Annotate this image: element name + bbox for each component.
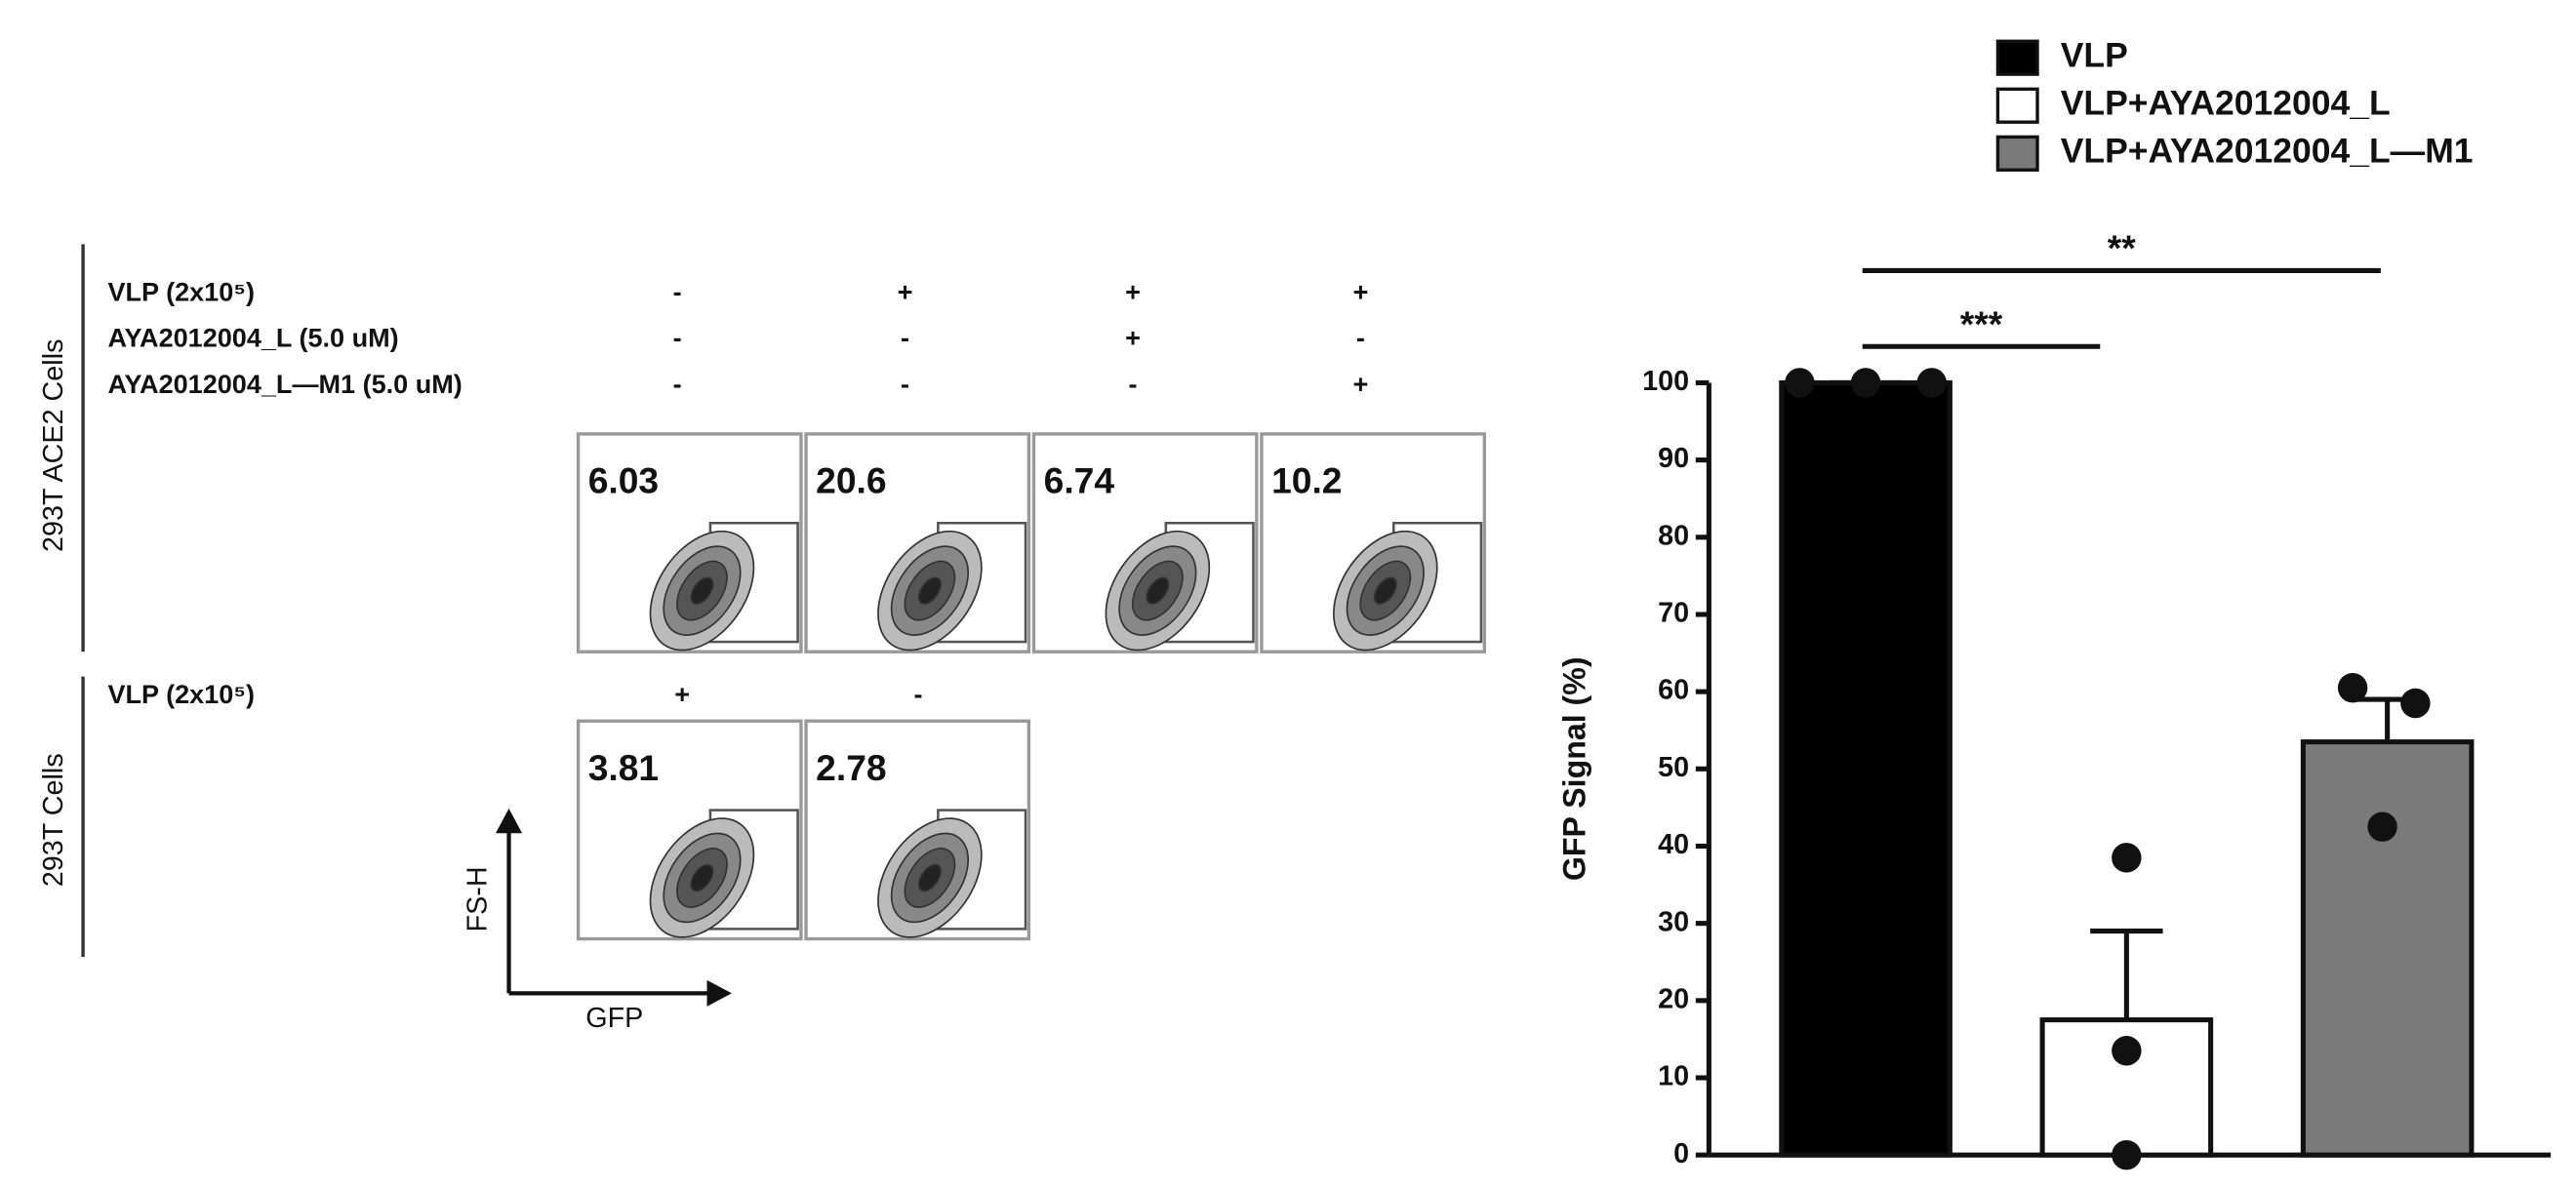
gate-percent: 20.6 bbox=[816, 459, 886, 500]
contour bbox=[917, 576, 942, 605]
arrow-head bbox=[496, 808, 523, 834]
bar bbox=[2300, 739, 2475, 1158]
sign: + bbox=[674, 680, 690, 709]
sign: + bbox=[1125, 324, 1141, 353]
condition-label: AYA2012004_L (5.0 uM) bbox=[107, 324, 398, 353]
contour bbox=[690, 576, 714, 605]
gate-percent: 6.74 bbox=[1044, 459, 1115, 500]
gate-percent: 2.78 bbox=[816, 747, 886, 788]
gate-percent: 3.81 bbox=[588, 747, 659, 788]
contour bbox=[1146, 576, 1170, 605]
data-point bbox=[2112, 1139, 2142, 1170]
sign: - bbox=[673, 324, 682, 353]
data-point bbox=[2112, 1036, 2142, 1066]
y-tick-label: 100 bbox=[1642, 366, 1689, 397]
gate-percent: 10.2 bbox=[1271, 459, 1342, 500]
data-point bbox=[2400, 688, 2431, 719]
y-tick-label: 90 bbox=[1658, 443, 1689, 474]
sign: - bbox=[673, 370, 682, 399]
data-point bbox=[2337, 672, 2368, 703]
sign: - bbox=[1128, 370, 1137, 399]
sign: - bbox=[901, 370, 909, 399]
y-tick-label: 0 bbox=[1673, 1138, 1689, 1169]
sign: + bbox=[898, 277, 913, 306]
y-axis-label: GFP Signal (%) bbox=[1557, 656, 1592, 881]
legend-swatch bbox=[1995, 135, 2039, 172]
sign: + bbox=[1353, 370, 1369, 399]
y-tick-label: 60 bbox=[1658, 675, 1689, 706]
sign: + bbox=[1353, 277, 1369, 306]
cell-label: 293T Cells bbox=[38, 753, 69, 887]
contour bbox=[690, 863, 714, 892]
y-tick-label: 30 bbox=[1658, 906, 1689, 937]
y-tick-label: 10 bbox=[1658, 1061, 1689, 1092]
legend-swatch bbox=[1995, 39, 2039, 76]
sign: - bbox=[901, 324, 909, 353]
contour bbox=[917, 863, 942, 892]
legend-swatch bbox=[1995, 87, 2039, 124]
contour bbox=[1373, 576, 1397, 605]
y-tick-label: 70 bbox=[1658, 598, 1689, 629]
axis-label: GFP bbox=[585, 1003, 643, 1034]
legend-label: VLP bbox=[2061, 36, 2128, 75]
y-tick-label: 40 bbox=[1658, 829, 1689, 860]
data-point bbox=[2367, 812, 2397, 842]
bar bbox=[1779, 379, 1952, 1158]
axis-label: FS-H bbox=[463, 866, 494, 931]
data-point bbox=[1850, 368, 1881, 398]
data-point bbox=[2112, 843, 2142, 873]
condition-label: VLP (2x10⁵) bbox=[107, 277, 255, 306]
y-tick-label: 50 bbox=[1658, 752, 1689, 783]
sign: + bbox=[1125, 277, 1141, 306]
sign: - bbox=[673, 277, 682, 306]
legend-label: VLP+AYA2012004_L—M1 bbox=[2061, 132, 2474, 171]
sign: - bbox=[914, 680, 923, 709]
y-tick-label: 80 bbox=[1658, 520, 1689, 551]
y-tick-label: 20 bbox=[1658, 983, 1689, 1014]
arrow-head bbox=[706, 979, 732, 1007]
condition-label: VLP (2x10⁵) bbox=[107, 680, 255, 709]
gate-percent: 6.03 bbox=[588, 459, 659, 500]
significance-label: *** bbox=[1960, 303, 2003, 344]
data-point bbox=[1916, 368, 1947, 398]
legend-label: VLP+AYA2012004_L bbox=[2061, 84, 2391, 123]
cell-label: 293T ACE2 Cells bbox=[38, 339, 69, 552]
condition-label: AYA2012004_L—M1 (5.0 uM) bbox=[107, 370, 462, 399]
sign: - bbox=[1356, 324, 1365, 353]
data-point bbox=[1785, 368, 1815, 398]
significance-label: ** bbox=[2108, 227, 2136, 268]
